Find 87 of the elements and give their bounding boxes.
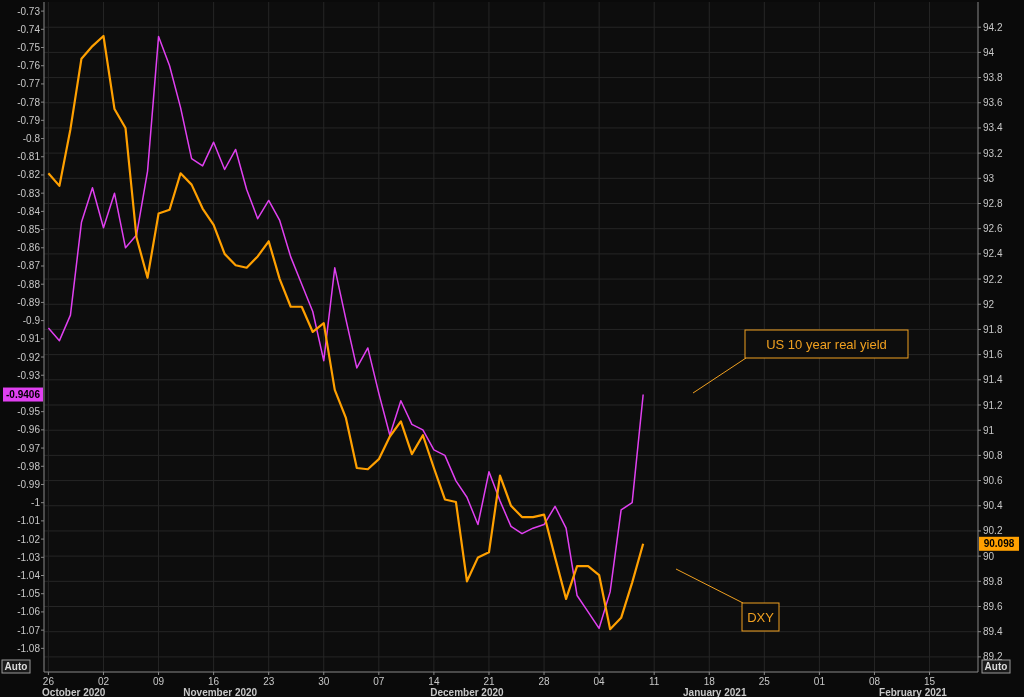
y-tick-label: -0.77 bbox=[17, 78, 41, 90]
y2-tick-label: 89.4 bbox=[983, 626, 1003, 638]
y2-tick-label: 91.8 bbox=[983, 323, 1003, 335]
y2-tick-label: 94.2 bbox=[983, 21, 1003, 33]
x-tick-label: 09 bbox=[152, 676, 165, 687]
y2-tick-label: 90.6 bbox=[983, 475, 1003, 487]
y-tick-label: -0.84 bbox=[17, 205, 41, 217]
y-tick-label: -0.98 bbox=[17, 460, 41, 472]
y2-tick-label: 90.2 bbox=[983, 525, 1003, 537]
x-tick-label: 28 bbox=[538, 676, 551, 687]
x-tick-label: 07 bbox=[373, 676, 385, 687]
y-tick-label: -0.86 bbox=[17, 242, 41, 254]
x-tick-label: 08 bbox=[868, 676, 881, 687]
y2-tick-label: 89.6 bbox=[983, 601, 1003, 613]
y2-tick-label: 90.8 bbox=[983, 449, 1003, 461]
y2-tick-label: 91.4 bbox=[983, 374, 1003, 386]
y-tick-label: -0.81 bbox=[17, 151, 41, 163]
y-tick-label: -1.08 bbox=[17, 642, 41, 654]
y-tick-label: -0.83 bbox=[17, 187, 41, 199]
y2-tick-label: 90.4 bbox=[983, 500, 1003, 512]
text: December 2020 bbox=[430, 687, 505, 697]
y-tick-label: -0.89 bbox=[17, 296, 41, 308]
x-tick-label: 14 bbox=[428, 676, 440, 687]
y-tick-label: -0.99 bbox=[17, 478, 41, 490]
y2-tick-label: 92.4 bbox=[983, 248, 1003, 260]
y-tick-label: -0.78 bbox=[17, 96, 41, 108]
y-tick-label: -0.79 bbox=[17, 114, 41, 126]
y-tick-label: -0.74 bbox=[17, 23, 41, 35]
x-tick-label: 15 bbox=[923, 676, 936, 687]
y-tick-label: -1.06 bbox=[17, 606, 41, 618]
y2-tick-label: 93.6 bbox=[983, 97, 1003, 109]
y2-tick-label: 93.2 bbox=[983, 147, 1003, 159]
y2-tick-label: 92.2 bbox=[983, 273, 1003, 285]
y-tick-label: -0.92 bbox=[17, 351, 41, 363]
y2-tick-label: 89.8 bbox=[983, 575, 1003, 587]
y-tick-label: -0.96 bbox=[17, 424, 41, 436]
y2-tick-label: 91.2 bbox=[983, 399, 1003, 411]
text: -0.9406 bbox=[6, 389, 41, 401]
text: October 2020 bbox=[42, 687, 106, 697]
y-tick-label: -1.07 bbox=[17, 624, 41, 636]
y2-tick-label: 91.6 bbox=[983, 349, 1003, 361]
y2-tick-label: 93.8 bbox=[983, 72, 1003, 84]
text: Auto bbox=[4, 661, 28, 672]
x-tick-label: 04 bbox=[593, 676, 606, 687]
y-tick-label: -0.75 bbox=[17, 42, 41, 54]
y-tick-label: -1.05 bbox=[17, 588, 41, 600]
y-tick-label: -0.76 bbox=[17, 60, 41, 72]
y2-tick-label: 92.8 bbox=[983, 198, 1003, 209]
text: November 2020 bbox=[183, 687, 258, 697]
y-tick-label: -0.8 bbox=[22, 133, 41, 145]
y-tick-label: -1 bbox=[31, 497, 41, 509]
text: Auto bbox=[984, 661, 1008, 672]
x-tick-label: 01 bbox=[813, 676, 826, 687]
y-tick-label: -0.9 bbox=[22, 315, 41, 327]
y2-tick-label: 93.4 bbox=[983, 122, 1003, 134]
y-tick-label: -0.88 bbox=[17, 278, 41, 290]
x-tick-label: 30 bbox=[318, 676, 330, 687]
text: DXY bbox=[747, 609, 775, 625]
y2-tick-label: 91 bbox=[983, 424, 995, 436]
y-tick-label: -0.95 bbox=[17, 406, 41, 418]
y2-tick-label: 93 bbox=[983, 172, 995, 184]
y-tick-label: -0.85 bbox=[17, 224, 41, 236]
y-tick-label: -0.87 bbox=[17, 260, 41, 272]
y-tick-label: -0.91 bbox=[17, 333, 41, 345]
y-tick-label: -1.02 bbox=[17, 533, 41, 545]
y-tick-label: -1.04 bbox=[17, 570, 41, 582]
y2-tick-label: 92.6 bbox=[983, 223, 1003, 235]
x-tick-label: 16 bbox=[208, 676, 220, 687]
x-tick-label: 18 bbox=[703, 676, 716, 687]
y2-tick-label: 92 bbox=[983, 298, 995, 310]
y2-tick-label: 90 bbox=[983, 550, 995, 562]
x-tick-label: 23 bbox=[263, 676, 275, 687]
y-tick-label: -1.01 bbox=[17, 515, 41, 527]
y2-tick-label: 89.2 bbox=[983, 651, 1003, 663]
y-tick-label: -0.93 bbox=[17, 369, 41, 381]
x-tick-label: 25 bbox=[758, 676, 771, 687]
x-tick-label: 02 bbox=[97, 676, 110, 687]
y-tick-label: -0.73 bbox=[17, 5, 41, 17]
y2-tick-label: 94 bbox=[983, 46, 995, 58]
x-tick-label: 11 bbox=[648, 676, 660, 687]
y-tick-label: -0.97 bbox=[17, 442, 41, 454]
y-tick-label: -0.82 bbox=[17, 169, 41, 181]
x-tick-label: 26 bbox=[42, 676, 55, 687]
y-tick-label: -1.03 bbox=[17, 551, 41, 563]
text: US 10 year real yield bbox=[766, 336, 887, 352]
text: 90.098 bbox=[983, 538, 1015, 550]
x-tick-label: 21 bbox=[483, 676, 495, 687]
